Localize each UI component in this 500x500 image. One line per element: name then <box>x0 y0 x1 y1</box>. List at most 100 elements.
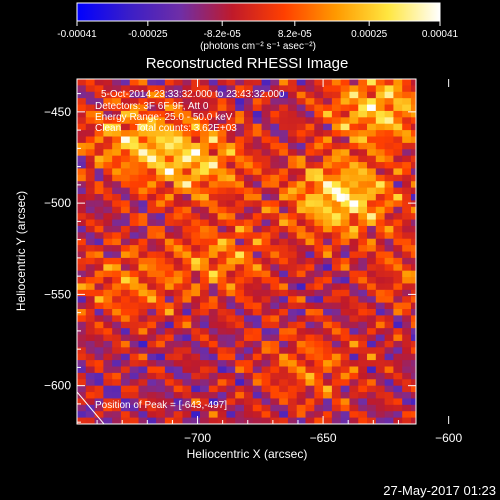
heatmap-cell <box>402 79 412 86</box>
heatmap-cell <box>261 309 271 316</box>
heatmap-cell <box>182 85 192 93</box>
heatmap-cell <box>94 404 104 412</box>
heatmap-cell <box>112 206 122 214</box>
heatmap-cell <box>367 353 377 361</box>
heatmap-cell <box>402 321 412 329</box>
heatmap-cell <box>375 296 386 304</box>
heatmap-cell <box>112 404 122 412</box>
heatmap-cell <box>279 379 289 387</box>
heatmap-cell <box>384 315 394 323</box>
heatmap-cell <box>410 321 416 329</box>
heatmap-cell <box>182 372 192 380</box>
heatmap-cell <box>112 168 122 176</box>
heatmap-cell <box>420 252 429 259</box>
heatmap-cell <box>191 347 201 355</box>
heatmap-cell <box>252 372 263 380</box>
heatmap-cell <box>402 417 412 424</box>
heatmap-cell <box>235 321 245 329</box>
heatmap-cell <box>287 155 298 163</box>
heatmap-cell <box>85 213 96 221</box>
heatmap-cell <box>138 213 148 221</box>
heatmap-cell <box>367 379 377 387</box>
heatmap-cell <box>375 347 386 355</box>
heatmap-cell <box>296 309 307 316</box>
heatmap-cell <box>191 117 201 125</box>
heatmap-cell <box>243 194 254 201</box>
heatmap-cell <box>358 110 368 118</box>
heatmap-cell <box>112 347 122 355</box>
heatmap-cell <box>129 289 140 297</box>
heatmap-cell <box>77 270 87 278</box>
heatmap-cell <box>129 340 140 348</box>
heatmap-cell <box>147 392 157 400</box>
heatmap-cell <box>112 162 122 170</box>
heatmap-cell <box>410 117 416 125</box>
heatmap-cell <box>94 104 104 112</box>
heatmap-cell <box>182 264 192 272</box>
heatmap-cell <box>173 117 184 125</box>
heatmap-cell <box>147 379 157 387</box>
heatmap-cell <box>156 245 166 253</box>
heatmap-cell <box>410 104 416 112</box>
heatmap-cell <box>147 155 157 163</box>
heatmap-cell <box>138 270 148 278</box>
heatmap-cell <box>191 360 201 368</box>
heatmap-cell <box>156 142 166 150</box>
heatmap-cell <box>129 392 140 400</box>
heatmap-cell <box>77 347 87 355</box>
heatmap-cell <box>305 296 315 304</box>
heatmap-cell <box>77 417 87 424</box>
heatmap-cell <box>314 353 324 361</box>
heatmap-cell <box>217 289 228 297</box>
heatmap-cell <box>279 277 289 285</box>
heatmap-cell <box>103 104 113 112</box>
heatmap-cell <box>77 232 87 240</box>
heatmap-cell <box>305 398 315 406</box>
heatmap-cell <box>217 392 228 400</box>
heatmap-cell <box>367 142 377 150</box>
heatmap-cell <box>173 296 184 304</box>
heatmap-cell <box>103 321 113 329</box>
heatmap-cell <box>94 315 104 323</box>
heatmap-cell <box>200 174 210 182</box>
heatmap-cell <box>173 251 184 259</box>
heatmap-cell <box>402 110 412 118</box>
heatmap-cell <box>410 309 416 316</box>
heatmap-cell <box>305 117 315 125</box>
heatmap-cell <box>252 91 263 99</box>
heatmap-cell <box>182 283 192 291</box>
heatmap-cell <box>164 232 175 240</box>
heatmap-cell <box>287 91 298 99</box>
heatmap-cell <box>296 385 307 393</box>
heatmap-cell <box>147 360 157 368</box>
heatmap-cell <box>323 238 333 246</box>
heatmap-cell <box>375 174 386 182</box>
heatmap-cell <box>323 372 333 380</box>
heatmap-cell <box>129 200 140 208</box>
heatmap-cell <box>314 219 324 227</box>
heatmap-cell <box>261 315 271 323</box>
heatmap-cell <box>85 91 96 99</box>
colorbar-tick-label: 0.00025 <box>351 29 388 40</box>
heatmap-cell <box>129 162 140 170</box>
heatmap-cell <box>349 110 359 118</box>
heatmap-cell <box>270 219 280 227</box>
heatmap-cell <box>191 302 201 310</box>
heatmap-cell <box>305 238 315 246</box>
heatmap-cell <box>420 117 429 124</box>
heatmap-cell <box>296 360 307 368</box>
heatmap-cell <box>270 181 280 189</box>
heatmap-cell <box>349 91 359 99</box>
heatmap-cell <box>349 219 359 227</box>
heatmap-cell <box>173 213 184 221</box>
heatmap-cell <box>367 340 377 348</box>
annotation-detectors: Detectors: 3F 6F 9F, Att 0 <box>95 101 209 112</box>
heatmap-cell <box>147 200 157 208</box>
heatmap-cell <box>314 174 324 182</box>
heatmap-cell <box>164 85 175 93</box>
heatmap-cell <box>156 328 166 336</box>
heatmap-cell <box>138 334 148 342</box>
annotation-energy-range: Energy Range: 25.0 - 50.0 keV <box>95 112 233 123</box>
heatmap-cell <box>314 379 324 387</box>
heatmap-cell <box>112 200 122 208</box>
